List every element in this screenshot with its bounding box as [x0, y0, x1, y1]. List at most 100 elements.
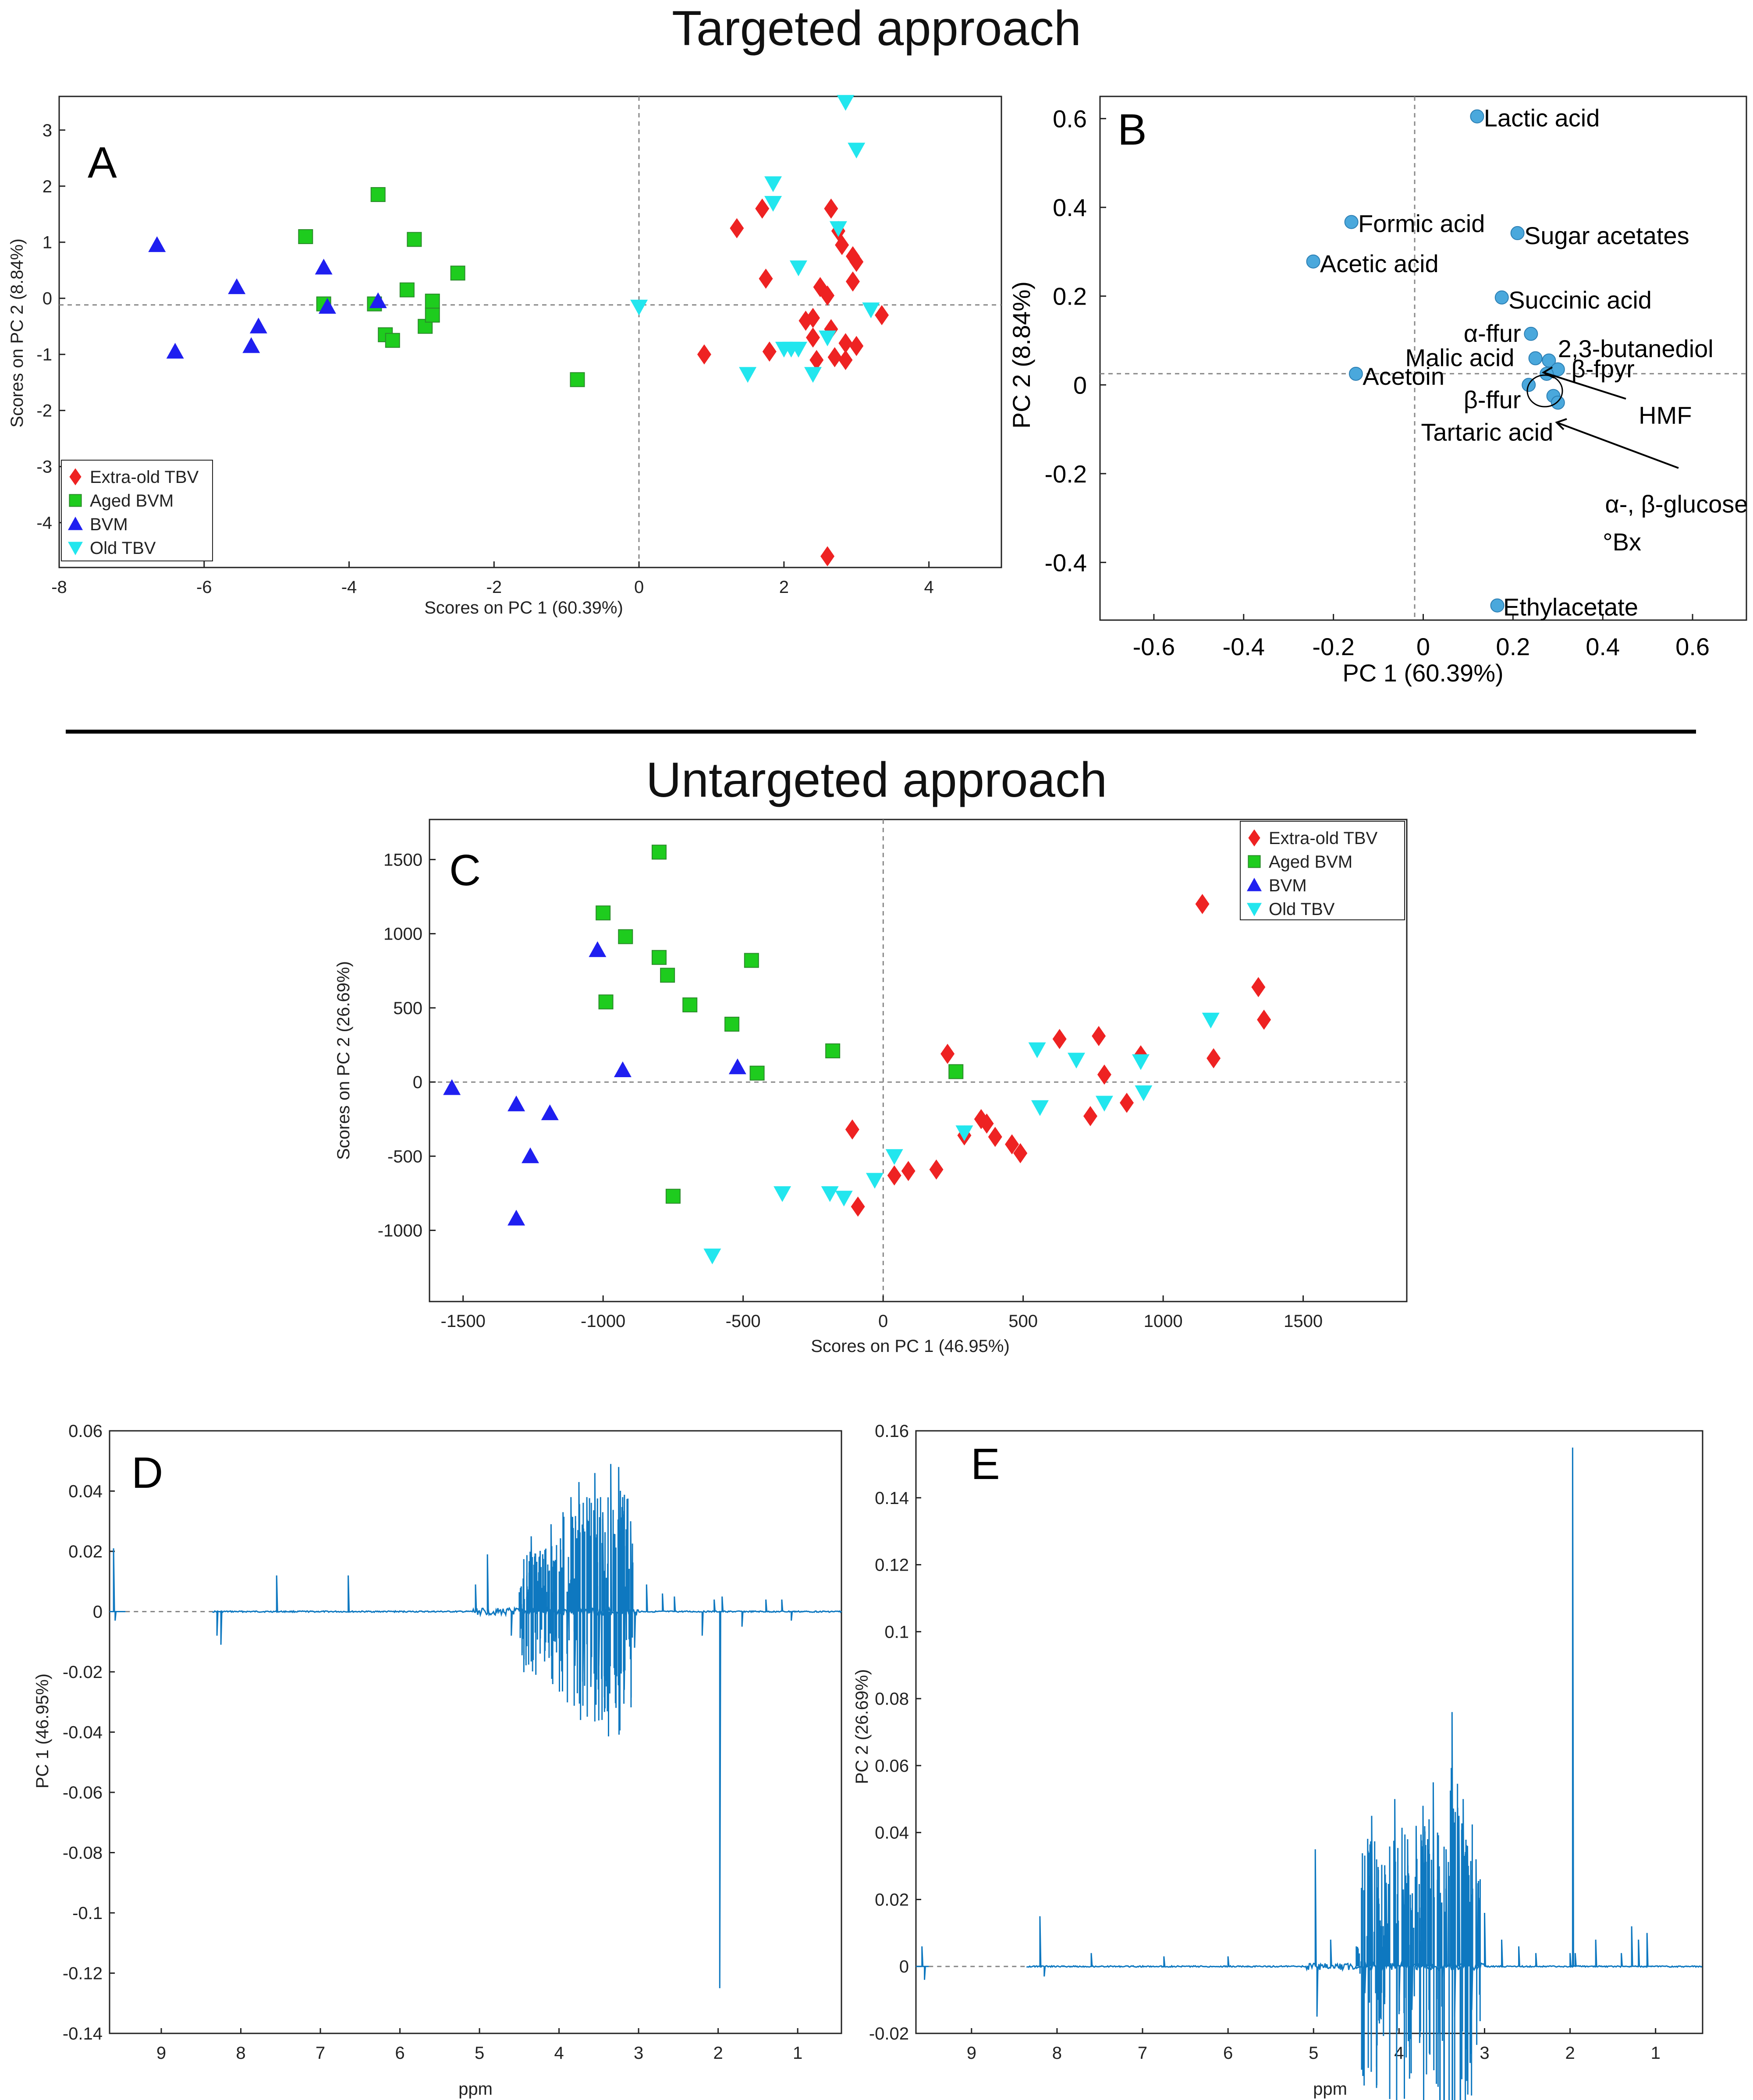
y-tick-label: 0.06	[875, 1756, 909, 1776]
data-point-extra-old-tbv	[755, 198, 770, 219]
loading-spectrum-line	[110, 1464, 842, 1988]
x-axis-label: ppm	[458, 2079, 493, 2099]
plot-frame	[109, 1430, 842, 2034]
data-point-old-tbv	[862, 302, 880, 319]
data-point-extra-old-tbv	[940, 1043, 955, 1064]
y-tick-label: -0.06	[63, 1783, 103, 1802]
x-tick-label: 0	[878, 1312, 888, 1331]
data-point-bvm	[443, 1079, 461, 1095]
data-point-aged-bvm	[825, 1043, 841, 1058]
data-point-extra-old-tbv	[762, 341, 777, 362]
variable-label: Acetoin	[1363, 362, 1444, 390]
data-point-aged-bvm	[399, 282, 415, 298]
data-point-extra-old-tbv	[838, 350, 853, 370]
loading-point	[1510, 226, 1525, 240]
data-point-bvm	[228, 278, 246, 294]
loading-spectrum-line	[916, 1447, 1703, 2100]
y-tick-label: -0.1	[72, 1904, 103, 1923]
data-point-extra-old-tbv	[849, 336, 864, 356]
variable-label: Succinic acid	[1508, 286, 1652, 314]
y-axis-label: Scores on PC 2 (8.84%)	[7, 238, 27, 427]
data-point-extra-old-tbv	[1257, 1009, 1271, 1030]
data-point-old-tbv	[885, 1149, 903, 1165]
data-point-extra-old-tbv	[759, 268, 773, 289]
data-point-extra-old-tbv	[1092, 1026, 1106, 1046]
data-point-bvm	[369, 292, 387, 309]
data-point-extra-old-tbv	[974, 1109, 988, 1129]
y-tick-label: -0.14	[63, 2024, 103, 2043]
x-tick-label: 8	[236, 2043, 245, 2063]
legend-label: Extra-old TBV	[90, 468, 199, 487]
data-point-bvm	[728, 1058, 746, 1075]
x-tick-label: 2	[713, 2043, 723, 2063]
data-point-bvm	[148, 236, 166, 252]
data-point-bvm	[166, 343, 184, 359]
data-point-old-tbv	[1031, 1100, 1049, 1116]
section-divider	[66, 730, 1696, 734]
data-point-extra-old-tbv	[1013, 1143, 1028, 1164]
x-tick-label: 1	[793, 2043, 802, 2063]
data-point-bvm	[318, 298, 336, 314]
data-point-old-tbv	[866, 1173, 884, 1189]
x-tick-label: 3	[1480, 2043, 1489, 2063]
variable-label: Acetic acid	[1320, 250, 1439, 277]
data-point-aged-bvm	[948, 1064, 964, 1079]
panel-label: B	[1118, 105, 1147, 154]
legend-marker	[1248, 855, 1261, 868]
data-point-extra-old-tbv	[1083, 1106, 1097, 1126]
y-tick-label: 0	[413, 1073, 422, 1092]
legend-label: Aged BVM	[1269, 852, 1352, 872]
data-point-extra-old-tbv	[820, 546, 835, 567]
x-tick-label: 7	[1138, 2043, 1147, 2063]
data-point-aged-bvm	[385, 333, 400, 348]
data-point-aged-bvm	[407, 232, 422, 247]
data-point-extra-old-tbv	[849, 252, 864, 272]
data-point-aged-bvm	[425, 294, 440, 309]
panel-label: D	[131, 1448, 163, 1497]
data-point-old-tbv	[821, 1186, 839, 1202]
y-axis-label: PC 2 (26.69%)	[852, 1669, 872, 1784]
y-axis-label: PC 1 (46.95%)	[33, 1674, 52, 1788]
data-point-old-tbv	[1068, 1053, 1086, 1069]
data-point-old-tbv	[764, 196, 782, 212]
variable-label: 2,3-butanediol	[1558, 335, 1714, 362]
x-axis-label: Scores on PC 1 (46.95%)	[811, 1337, 1010, 1356]
loading-point	[1524, 326, 1538, 341]
data-point-aged-bvm	[370, 187, 386, 202]
chart-b-pca-loadings: -0.6 -0.4 -0.2 0 0.2 0.4 0.6 -0.4 -0.2 0 0.2 0.4 0.6…	[1008, 96, 1748, 687]
data-point-extra-old-tbv	[988, 1127, 1002, 1147]
data-point-old-tbv	[819, 330, 837, 347]
x-tick-label: 9	[967, 2043, 976, 2063]
data-point-aged-bvm	[596, 905, 611, 921]
data-point-extra-old-tbv	[824, 198, 838, 219]
x-tick-label: -8	[51, 578, 67, 597]
data-point-old-tbv	[848, 142, 866, 159]
data-point-old-tbv	[789, 260, 807, 277]
y-tick-label: 0.08	[875, 1689, 909, 1709]
legend-label: BVM	[1269, 876, 1307, 895]
y-tick-label: -0.02	[869, 2024, 909, 2043]
y-tick-label: -0.12	[63, 1964, 103, 1983]
data-point-extra-old-tbv	[979, 1113, 994, 1134]
x-tick-label: 4	[924, 578, 933, 597]
x-tick-label: 0	[1416, 633, 1430, 660]
x-tick-label: 7	[316, 2043, 325, 2063]
data-point-extra-old-tbv	[929, 1159, 944, 1180]
x-tick-label: 6	[395, 2043, 405, 2063]
chart-e-pc2-loadings-spectrum: 9 8 7 6 5 4 3 2 1 0.16 0.14 0.12 0.1 0.08 0.06 0.04 0.02…	[852, 1422, 1703, 2100]
loading-point	[1542, 353, 1556, 368]
data-point-old-tbv	[1202, 1012, 1220, 1029]
x-tick-label: -4	[341, 578, 357, 597]
y-tick-label: 0.2	[1053, 283, 1087, 310]
chart-d-pc1-loadings-spectrum: 9 8 7 6 5 4 3 2 1 0.06 0.04 0.02 0 -0.02 -0.04 -0.06 -0.…	[33, 1422, 842, 2099]
data-point-extra-old-tbv	[1207, 1048, 1221, 1068]
legend-label: Old TBV	[90, 539, 156, 558]
y-tick-label: -0.2	[1045, 460, 1087, 488]
data-point-extra-old-tbv	[845, 246, 860, 266]
y-tick-label: -3	[36, 458, 52, 477]
y-tick-label: 0.12	[875, 1556, 909, 1575]
x-tick-label: 0.2	[1496, 633, 1530, 660]
x-tick-label: 1000	[1144, 1312, 1183, 1331]
variable-label: Ethylacetate	[1503, 593, 1638, 621]
data-point-extra-old-tbv	[730, 218, 744, 238]
